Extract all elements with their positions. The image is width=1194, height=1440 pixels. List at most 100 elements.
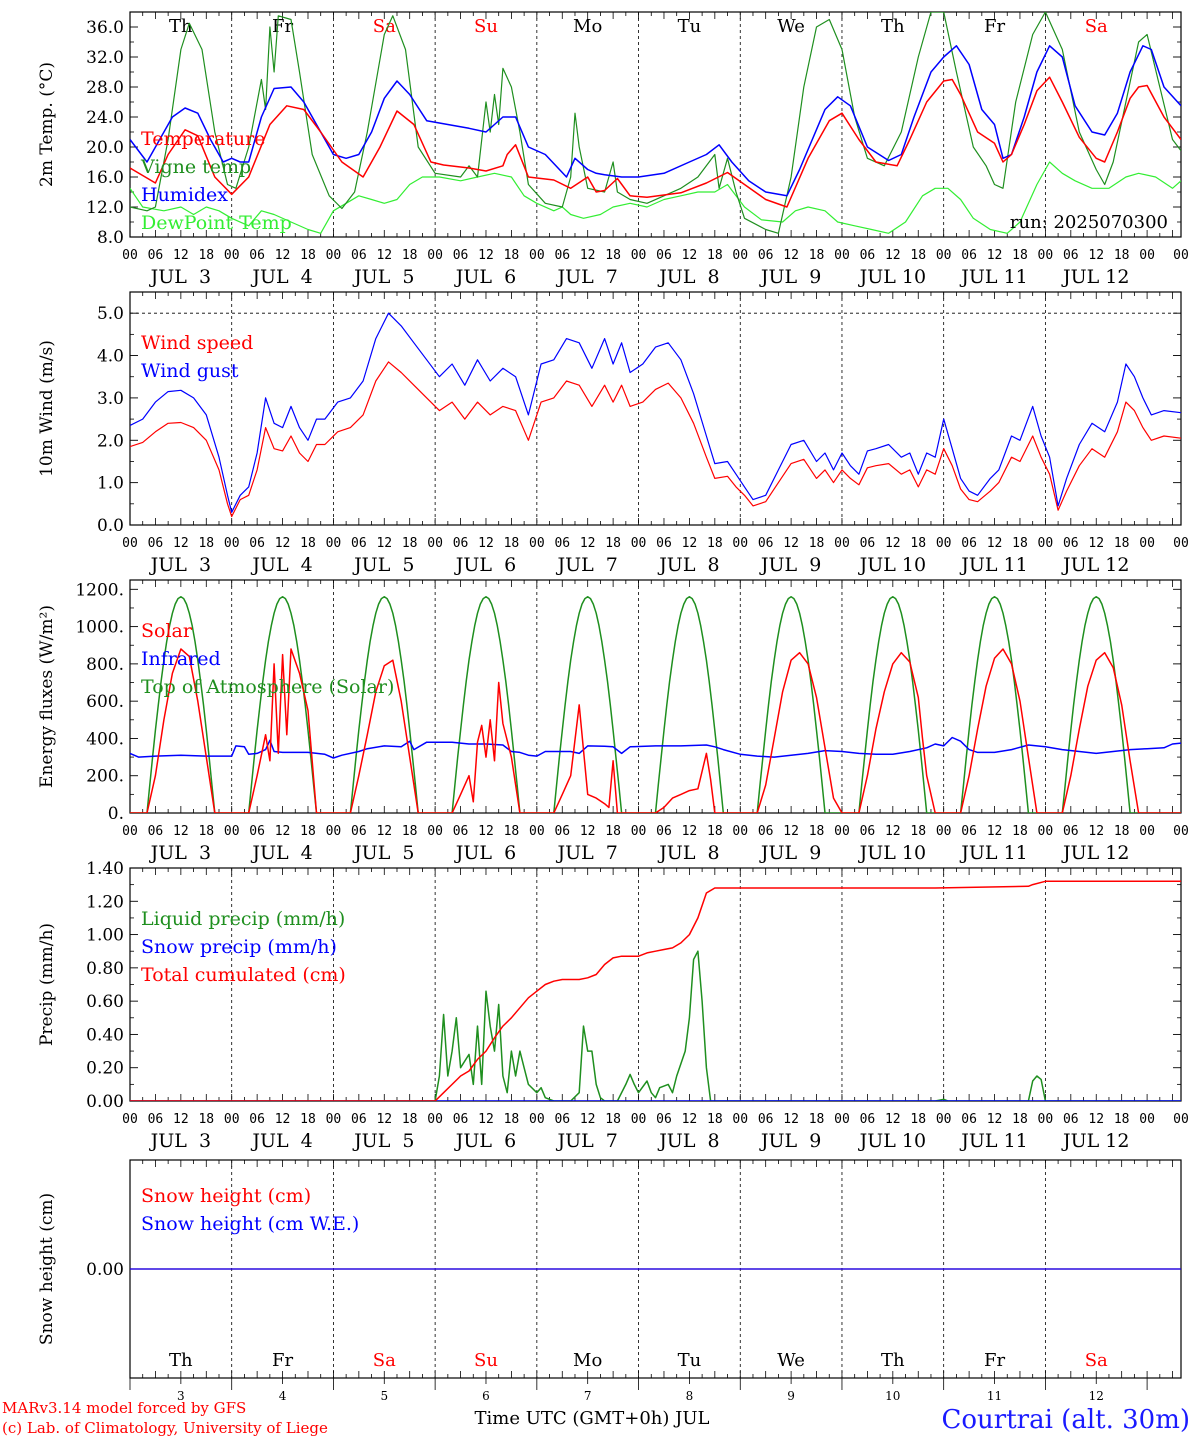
run-annotation: run: 2025070300 xyxy=(1010,212,1168,233)
precip-hour-label: 18 xyxy=(605,1112,621,1127)
wind-date-label: JUL 9 xyxy=(759,554,821,576)
temp-hour-label: 12 xyxy=(885,248,901,263)
wind-date-label: JUL 8 xyxy=(657,554,719,576)
energy-hour-label: 18 xyxy=(300,824,316,839)
precip-hour-label: 00 xyxy=(1139,1112,1155,1127)
precip-hour-label: 12 xyxy=(580,1112,596,1127)
snow-weekday-label: Th xyxy=(881,1350,905,1371)
temp-date-label: JUL 8 xyxy=(657,266,719,288)
precip-hour-label: 06 xyxy=(249,1112,265,1127)
precip-hour-label: 00 xyxy=(427,1112,443,1127)
temp-hour-label: 00 xyxy=(834,248,850,263)
snow-weekday-label: Fr xyxy=(272,1350,293,1371)
temp-hour-label: 00 xyxy=(122,248,138,263)
temp-weekday-label: We xyxy=(777,16,805,37)
wind-hour-label: 06 xyxy=(961,536,977,551)
precip-hour-label: 18 xyxy=(1012,1112,1028,1127)
energy-date-label: JUL 4 xyxy=(250,842,312,864)
energy-hour-label: 06 xyxy=(1063,824,1079,839)
precip-date-label: JUL 7 xyxy=(555,1130,617,1152)
precip-hour-label: 18 xyxy=(707,1112,723,1127)
wind-hour-label: 00 xyxy=(1038,536,1054,551)
energy-y-tick-label: 400. xyxy=(86,729,124,749)
energy-date-label: JUL 6 xyxy=(454,842,516,864)
temp-weekday-label: Sa xyxy=(1085,16,1108,37)
temp-weekday-label: Su xyxy=(474,16,498,37)
temp-hour-label: 18 xyxy=(1114,248,1130,263)
precip-legend-entry: Liquid precip (mm/h) xyxy=(141,908,345,930)
temp-hour-label: 06 xyxy=(554,248,570,263)
wind-hour-label: 12 xyxy=(783,536,799,551)
panel-energy: 0. 200. 400. 600. 800. 1000. 1200. Energy fluxe… xyxy=(37,579,1189,864)
snow-day-number: 11 xyxy=(987,1389,1002,1403)
energy-date-label: JUL 9 xyxy=(759,842,821,864)
energy-y-tick-label: 0. xyxy=(108,804,124,824)
energy-hour-label: 12 xyxy=(478,824,494,839)
snow-day-number: 4 xyxy=(279,1389,287,1403)
precip-hour-label: 12 xyxy=(783,1112,799,1127)
temp-hour-label: 00 xyxy=(529,248,545,263)
precip-hour-label: 12 xyxy=(376,1112,392,1127)
wind-date-label: JUL 11 xyxy=(959,554,1027,576)
temp-date-label: JUL 5 xyxy=(352,266,414,288)
temp-weekday-label: Th xyxy=(881,16,905,37)
wind-hour-label: 18 xyxy=(504,536,520,551)
temp-hour-label: 18 xyxy=(504,248,520,263)
energy-series-top-of-atmosphere-solar xyxy=(130,596,1181,813)
energy-hour-label: 06 xyxy=(148,824,164,839)
energy-hour-label: 00 xyxy=(224,824,240,839)
wind-hour-label: 12 xyxy=(987,536,1003,551)
energy-hour-label: 18 xyxy=(198,824,214,839)
credit-line-2: (c) Lab. of Climatology, University of L… xyxy=(2,1419,328,1437)
wind-hour-label: 12 xyxy=(173,536,189,551)
wind-hour-label: 00 xyxy=(427,536,443,551)
temp-series-temperature xyxy=(130,76,1181,208)
precip-date-label: JUL 4 xyxy=(250,1130,312,1152)
wind-hour-label: 18 xyxy=(605,536,621,551)
precip-y-tick-label: 0.40 xyxy=(86,1025,124,1045)
wind-hour-label: 12 xyxy=(580,536,596,551)
wind-hour-label: 00 xyxy=(732,536,748,551)
energy-date-label: JUL 11 xyxy=(959,842,1027,864)
temp-date-label: JUL 9 xyxy=(759,266,821,288)
energy-hour-label: 12 xyxy=(376,824,392,839)
wind-hour-label: 00 xyxy=(1173,536,1189,551)
energy-date-label: JUL 5 xyxy=(352,842,414,864)
wind-hour-label: 18 xyxy=(707,536,723,551)
wind-hour-label: 18 xyxy=(1012,536,1028,551)
temp-hour-label: 00 xyxy=(732,248,748,263)
temp-hour-label: 18 xyxy=(198,248,214,263)
temp-hour-label: 00 xyxy=(326,248,342,263)
wind-date-label: JUL 10 xyxy=(858,554,926,576)
wind-hour-label: 06 xyxy=(758,536,774,551)
precip-date-label: JUL 11 xyxy=(959,1130,1027,1152)
precip-hour-label: 06 xyxy=(758,1112,774,1127)
precip-hour-label: 00 xyxy=(1173,1112,1189,1127)
wind-hour-label: 18 xyxy=(198,536,214,551)
wind-hour-label: 18 xyxy=(809,536,825,551)
wind-date-label: JUL 12 xyxy=(1061,554,1129,576)
energy-hour-label: 06 xyxy=(249,824,265,839)
temp-y-tick-label: 24.0 xyxy=(86,108,124,128)
temp-hour-label: 12 xyxy=(376,248,392,263)
energy-hour-label: 00 xyxy=(529,824,545,839)
precip-hour-label: 18 xyxy=(1114,1112,1130,1127)
energy-hour-label: 18 xyxy=(707,824,723,839)
temp-y-tick-label: 16.0 xyxy=(86,168,124,188)
wind-hour-label: 00 xyxy=(529,536,545,551)
temp-hour-label: 06 xyxy=(351,248,367,263)
wind-hour-label: 00 xyxy=(936,536,952,551)
wind-frame xyxy=(129,291,1182,526)
precip-y-tick-label: 1.20 xyxy=(86,892,124,912)
wind-hour-label: 00 xyxy=(834,536,850,551)
energy-hour-label: 06 xyxy=(351,824,367,839)
snow-weekday-label: Sa xyxy=(373,1350,396,1371)
precip-y-tick-label: 1.00 xyxy=(86,926,124,946)
x-axis-label: Time UTC (GMT+0h) JUL xyxy=(475,1408,710,1429)
precip-hour-label: 06 xyxy=(554,1112,570,1127)
temp-hour-label: 06 xyxy=(148,248,164,263)
wind-date-label: JUL 7 xyxy=(555,554,617,576)
energy-hour-label: 18 xyxy=(809,824,825,839)
energy-hour-label: 00 xyxy=(1139,824,1155,839)
